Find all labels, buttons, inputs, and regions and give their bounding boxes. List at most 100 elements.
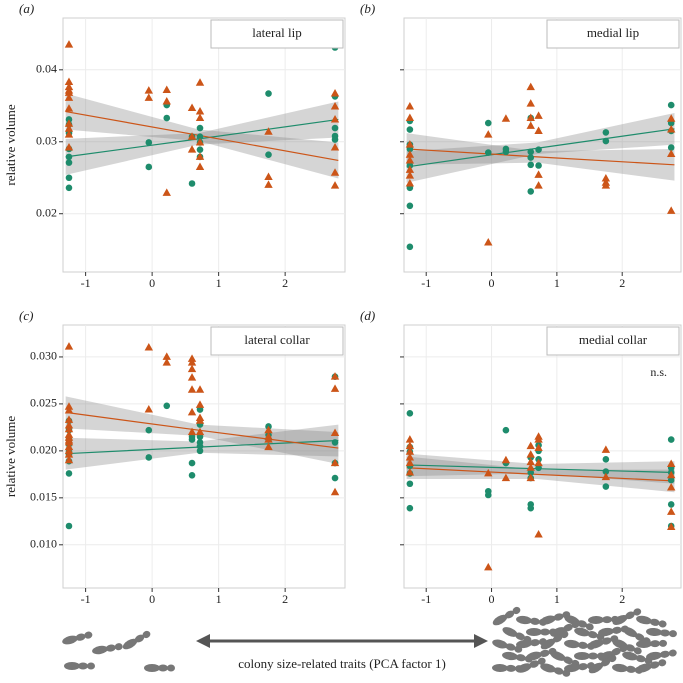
triangle-point xyxy=(64,342,74,350)
circle-point xyxy=(527,504,535,512)
triangle-point xyxy=(187,427,197,436)
triangle-point xyxy=(144,405,153,413)
triangle-point xyxy=(667,507,676,515)
ant xyxy=(516,657,546,673)
triangle-point xyxy=(526,473,535,482)
triangle-point xyxy=(501,455,511,464)
ant xyxy=(622,651,653,665)
x-tick-label: 2 xyxy=(282,276,288,290)
triangle-point xyxy=(405,102,415,110)
triangle-point xyxy=(405,165,415,173)
triangle-point xyxy=(264,180,273,188)
triangle-point xyxy=(64,446,74,454)
ant xyxy=(550,620,580,637)
triangle-point xyxy=(264,442,273,451)
triangle-point xyxy=(667,206,676,214)
ant xyxy=(612,608,642,625)
triangle-point xyxy=(526,113,535,122)
triangle-point xyxy=(534,529,543,538)
annotation: n.s. xyxy=(650,365,667,379)
circle-point xyxy=(196,406,204,413)
ant xyxy=(574,627,605,641)
circle-point xyxy=(331,474,339,482)
panel-title: lateral lip xyxy=(252,25,301,40)
circle-point xyxy=(188,180,196,187)
circle-point xyxy=(406,243,414,251)
triangle-point xyxy=(526,463,535,471)
circle-point xyxy=(527,154,535,161)
circle-point xyxy=(196,447,204,455)
circle-point xyxy=(667,101,675,109)
ant xyxy=(540,630,569,650)
triangle-point xyxy=(330,487,340,496)
triangle-point xyxy=(526,441,535,450)
triangle-point xyxy=(405,435,415,443)
y-tick-label: 0.025 xyxy=(30,396,57,410)
triangle-point xyxy=(526,82,535,91)
fit-line xyxy=(406,148,675,166)
circle-point xyxy=(265,151,272,159)
triangle-point xyxy=(64,40,74,48)
circle-point xyxy=(535,162,542,169)
triangle-point xyxy=(667,149,676,157)
circle-point xyxy=(535,464,542,472)
strip-box xyxy=(210,19,344,49)
triangle-point xyxy=(162,358,171,366)
y-axis-label: relative volume xyxy=(3,104,18,185)
triangle-point xyxy=(405,155,415,164)
circle-point xyxy=(527,188,535,195)
x-tick-label: 2 xyxy=(619,276,625,290)
triangle-point xyxy=(64,402,74,410)
circle-point xyxy=(196,124,204,132)
triangle-point xyxy=(330,458,340,467)
x-tick-label: -1 xyxy=(81,592,91,606)
circle-point xyxy=(602,483,610,490)
triangle-point xyxy=(405,150,415,158)
circle-point xyxy=(331,136,339,143)
triangle-point xyxy=(187,358,197,366)
triangle-point xyxy=(526,121,535,129)
triangle-point xyxy=(64,437,74,446)
circle-point xyxy=(145,454,153,461)
plot-background xyxy=(62,324,346,589)
triangle-point xyxy=(64,77,74,86)
triangle-point xyxy=(144,343,153,351)
circle-point xyxy=(484,149,492,156)
circle-point xyxy=(65,159,73,166)
circle-point xyxy=(65,184,73,192)
circle-point xyxy=(667,476,675,484)
triangle-point xyxy=(64,442,74,451)
circle-point xyxy=(406,409,414,417)
plot-background xyxy=(403,324,682,589)
circle-point xyxy=(163,114,171,122)
triangle-point xyxy=(195,78,205,86)
x-tick-label: 2 xyxy=(282,592,288,606)
triangle-point xyxy=(667,522,676,530)
ant xyxy=(646,649,677,661)
plot-background xyxy=(403,17,682,273)
triangle-point xyxy=(330,114,340,123)
triangle-point xyxy=(162,188,171,196)
triangle-point xyxy=(64,455,74,464)
ant xyxy=(636,639,667,649)
ants-small xyxy=(62,630,175,672)
circle-point xyxy=(65,153,73,161)
circle-point xyxy=(65,174,73,182)
ant xyxy=(540,663,571,677)
triangle-point xyxy=(484,468,493,477)
triangle-point xyxy=(330,102,340,110)
triangle-point xyxy=(64,143,74,151)
triangle-point xyxy=(330,384,340,392)
triangle-point xyxy=(501,114,511,122)
x-tick-label: -1 xyxy=(421,592,431,606)
strip-box xyxy=(546,19,680,49)
triangle-point xyxy=(534,443,543,452)
triangle-point xyxy=(187,132,197,140)
triangle-point xyxy=(330,89,340,97)
ant xyxy=(598,644,628,661)
y-tick-label: 0.030 xyxy=(30,349,57,363)
strip-box xyxy=(546,326,680,356)
circle-point xyxy=(667,501,675,508)
triangle-point xyxy=(534,458,543,467)
circle-point xyxy=(502,426,510,434)
